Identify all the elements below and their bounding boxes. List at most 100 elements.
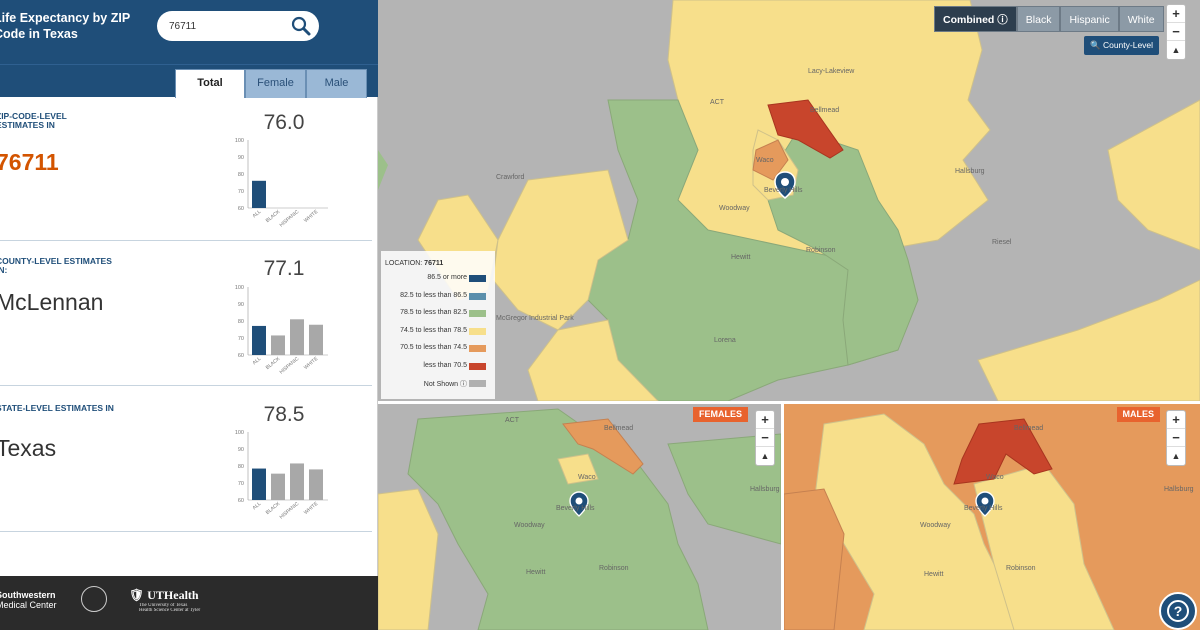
place-riesel: Riesel xyxy=(992,239,1012,246)
bar-hispanic xyxy=(290,319,304,355)
utsw-logo[interactable]: Southwestern Medical Center xyxy=(0,590,57,610)
male-place-waco: Waco xyxy=(986,474,1004,481)
uthealth-sub2: Health Science Center at Tyler xyxy=(139,608,201,613)
main-zoom-controls: + − ▲ xyxy=(1166,4,1186,60)
males-map[interactable]: Bellmead Waco Hallsburg Woodway Beverly … xyxy=(784,404,1200,630)
white-button[interactable]: White xyxy=(1118,6,1164,32)
place-waco: Waco xyxy=(756,157,774,164)
females-badge: FEMALES xyxy=(692,407,748,422)
female-place-act: ACT xyxy=(505,417,520,424)
county-section-name: McLennan xyxy=(0,289,104,315)
race-selector: Combined ⓘ Black Hispanic White xyxy=(934,6,1164,32)
tab-female[interactable]: Female xyxy=(245,69,306,98)
legend-label: 82.5 to less than 86.5 xyxy=(400,291,467,299)
legend-swatch xyxy=(469,275,486,282)
legend-row: 82.5 to less than 86.5 xyxy=(381,289,495,305)
search-box[interactable] xyxy=(157,11,319,41)
female-location-marker-icon xyxy=(569,491,589,517)
info-icon[interactable]: ⓘ xyxy=(997,14,1008,26)
x-tick-label: HISPANIC xyxy=(279,356,301,376)
legend: LOCATION: 76711 86.5 or more 82.5 to less… xyxy=(381,251,495,399)
male-zoom-out-button[interactable]: − xyxy=(1167,429,1185,447)
place-crawford: Crawford xyxy=(496,174,525,181)
x-tick-label: HISPANIC xyxy=(279,209,301,229)
female-compass-button[interactable]: ▲ xyxy=(760,451,770,461)
female-zoom-out-button[interactable]: − xyxy=(756,429,774,447)
main-map[interactable]: Lacy-Lakeview ACT Bellmead Waco Hallsbur… xyxy=(378,0,1200,401)
y-tick-label: 100 xyxy=(235,285,244,291)
bar-black xyxy=(271,335,285,355)
footer: Southwestern Medical Center 🛡 UTHealth The… xyxy=(0,576,378,630)
legend-label: 86.5 or more xyxy=(427,274,467,281)
compass-button[interactable]: ▲ xyxy=(1171,45,1181,55)
male-place-robinson: Robinson xyxy=(1006,565,1036,572)
bar-white xyxy=(309,469,323,500)
state-section: State-Level Estimates in Texas 78.5 60 70… xyxy=(0,386,372,532)
zip-section-label: ZIP-Code-Level Estimates in xyxy=(0,111,67,130)
female-zoom-controls: + − ▲ xyxy=(755,410,775,466)
hispanic-button[interactable]: Hispanic xyxy=(1060,6,1119,32)
location-marker-icon xyxy=(774,171,796,199)
maps-panel: Lacy-Lakeview ACT Bellmead Waco Hallsbur… xyxy=(378,0,1200,630)
tab-male[interactable]: Male xyxy=(306,69,367,98)
uthealth-logo[interactable]: 🛡 UTHealth The University of Texas Health … xyxy=(129,588,201,613)
x-tick-label: BLACK xyxy=(265,209,282,225)
legend-row: 78.5 to less than 82.5 xyxy=(381,306,495,322)
legend-label: Not Shown ⓘ xyxy=(423,381,467,388)
legend-row: 86.5 or more xyxy=(381,271,495,287)
bar-black xyxy=(271,473,285,500)
place-beverly: Beverly Hills xyxy=(764,187,803,194)
female-place-hewitt: Hewitt xyxy=(526,569,546,576)
male-zoom-in-button[interactable]: + xyxy=(1167,411,1185,429)
legend-swatch xyxy=(469,292,486,300)
search-icon[interactable] xyxy=(290,15,312,37)
place-mcgregor: McGregor Industrial Park xyxy=(496,315,574,322)
black-button[interactable]: Black xyxy=(1016,6,1061,32)
x-tick-label: WHITE xyxy=(303,209,320,224)
place-bellmead: Bellmead xyxy=(810,107,839,114)
place-lorena: Lorena xyxy=(714,337,736,344)
tab-bar: Total Female Male xyxy=(0,64,378,98)
bar-white xyxy=(309,324,323,355)
zoom-out-button[interactable]: − xyxy=(1167,23,1185,41)
legend-swatch xyxy=(469,310,486,317)
females-map[interactable]: ACT Bellmead Waco Hallsburg Woodway Beve… xyxy=(378,404,781,630)
female-place-hallsburg: Hallsburg xyxy=(750,486,780,493)
male-place-woodway: Woodway xyxy=(920,522,951,529)
place-robinson: Robinson xyxy=(806,247,836,254)
state-section-name: Texas xyxy=(0,435,57,461)
header: Life Expectancy by ZIP Code in Texas Tot… xyxy=(0,0,378,98)
info-icon[interactable]: ⓘ xyxy=(458,381,467,388)
zip-search-input[interactable] xyxy=(169,18,279,34)
legend-row: 70.5 to less than 74.5 xyxy=(381,341,495,357)
place-hallsburg: Hallsburg xyxy=(955,168,985,175)
female-place-woodway: Woodway xyxy=(514,522,545,529)
legend-swatch xyxy=(469,327,486,335)
male-location-marker-icon xyxy=(975,491,995,517)
zoom-in-button[interactable]: + xyxy=(1167,5,1185,23)
x-tick-label: BLACK xyxy=(265,501,282,517)
zip-section-value: 76.0 xyxy=(263,111,305,134)
county-section: County-Level Estimates in: McLennan 77.1… xyxy=(0,241,372,386)
y-tick-label: 70 xyxy=(238,336,244,342)
y-tick-label: 90 xyxy=(238,447,244,453)
question-icon: ? xyxy=(1167,600,1189,622)
legend-label: 74.5 to less than 78.5 xyxy=(400,326,467,334)
legend-swatch xyxy=(469,345,486,352)
male-place-beverly: Beverly Hills xyxy=(964,505,1003,512)
main-map-canvas[interactable]: Lacy-Lakeview ACT Bellmead Waco Hallsbur… xyxy=(378,0,1200,401)
legend-swatch xyxy=(469,380,486,387)
tab-total[interactable]: Total xyxy=(175,69,245,98)
y-tick-label: 80 xyxy=(238,464,244,470)
x-tick-label: ALL xyxy=(252,501,263,511)
county-section-value: 77.1 xyxy=(263,257,305,280)
help-button[interactable]: ? xyxy=(1159,592,1197,630)
y-tick-label: 60 xyxy=(238,206,244,212)
county-level-button[interactable]: 🔍 County-Level xyxy=(1084,36,1160,55)
utsw-line2: Medical Center xyxy=(0,600,57,610)
combined-button[interactable]: Combined ⓘ xyxy=(934,6,1017,32)
female-zoom-in-button[interactable]: + xyxy=(756,411,774,429)
male-compass-button[interactable]: ▲ xyxy=(1171,451,1181,461)
